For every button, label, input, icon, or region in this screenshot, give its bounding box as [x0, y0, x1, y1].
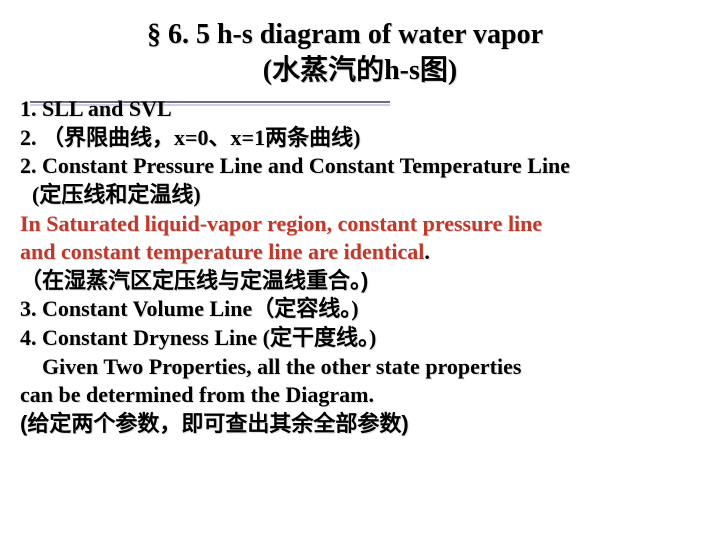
title-line-1: § 6. 5 h-s diagram of water vapor [0, 18, 700, 52]
body-line: 4. Constant Dryness Line (定干度线。) [20, 324, 700, 353]
body-line: (给定两个参数，即可查出其余全部参数) [20, 410, 700, 439]
body-line: 2. Constant Pressure Line and Constant T… [20, 152, 700, 181]
body-line: 2. （界限曲线，x=0、x=1两条曲线) [20, 124, 700, 153]
period: . [424, 239, 430, 264]
highlight-text: and constant temperature line are identi… [20, 239, 424, 264]
body-line: In Saturated liquid-vapor region, consta… [20, 210, 700, 239]
body-line: (定压线和定温线) [20, 181, 700, 210]
slide-title: § 6. 5 h-s diagram of water vapor (水蒸汽的h… [20, 18, 700, 87]
text: Given Two Properties, all the other stat… [37, 354, 522, 379]
title-line-2: (水蒸汽的h-s图) [20, 54, 700, 88]
slide: § 6. 5 h-s diagram of water vapor (水蒸汽的h… [0, 0, 720, 540]
slide-body: 1. SLL and SVL 2. （界限曲线，x=0、x=1两条曲线) 2. … [20, 95, 700, 438]
body-line: （在湿蒸汽区定压线与定温线重合。) [20, 267, 700, 296]
body-line: 3. Constant Volume Line（定容线。) [20, 295, 700, 324]
body-line: and constant temperature line are identi… [20, 238, 700, 267]
body-line: 1. SLL and SVL [20, 95, 700, 124]
body-line: can be determined from the Diagram. [20, 381, 700, 410]
body-line: Given Two Properties, all the other stat… [20, 353, 700, 382]
highlight-text: In Saturated liquid-vapor region, consta… [20, 211, 542, 236]
